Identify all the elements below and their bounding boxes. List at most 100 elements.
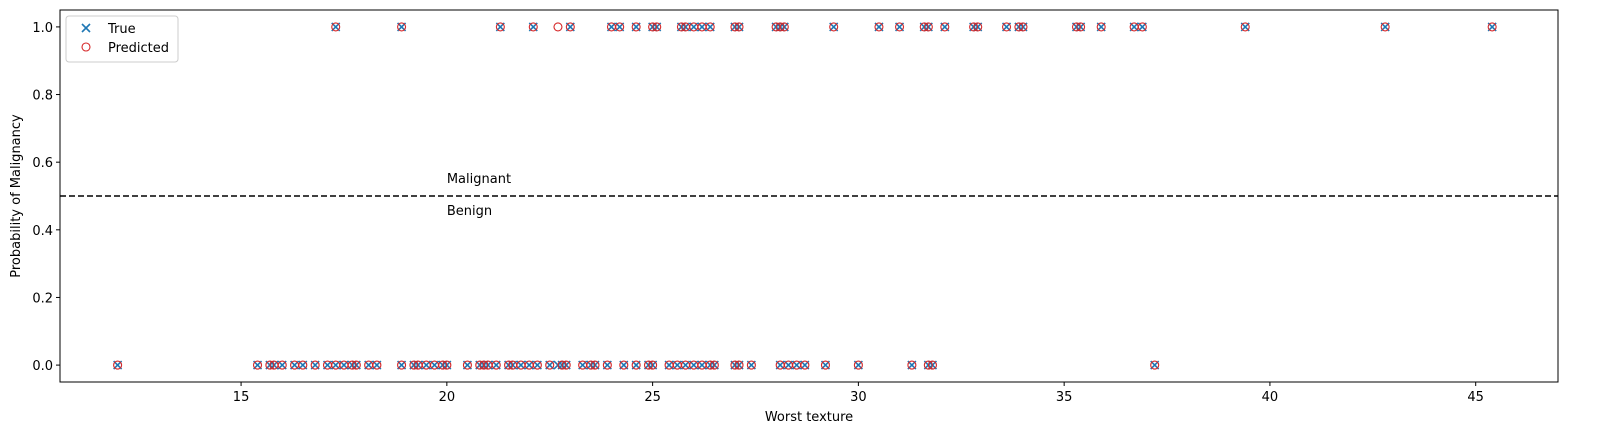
- predicted-point: [602, 360, 612, 370]
- predicted-point: [619, 360, 629, 370]
- x-axis-label: Worst texture: [765, 410, 853, 425]
- annotation-benign: Benign: [447, 204, 492, 219]
- predicted-point: [553, 22, 563, 32]
- predicted-point: [734, 22, 744, 32]
- predicted-point: [252, 360, 263, 370]
- predicted-point: [557, 360, 567, 370]
- predicted-point: [545, 360, 555, 370]
- predicted-point: [894, 22, 905, 32]
- predicted-point: [1150, 360, 1160, 370]
- predicted-point: [1076, 22, 1086, 32]
- predicted-point: [397, 22, 407, 32]
- legend-box: [65, 15, 179, 63]
- predicted-point: [746, 360, 756, 370]
- x-tick-label: 40: [1262, 390, 1279, 405]
- predicted-point: [1001, 22, 1012, 32]
- predicted-point: [874, 22, 884, 32]
- predicted-point: [1014, 22, 1024, 32]
- predicted-point: [927, 360, 938, 370]
- legend: True Predicted: [65, 15, 179, 63]
- predicted-point: [907, 360, 917, 370]
- predicted-point: [310, 360, 320, 370]
- predicted-point: [495, 22, 505, 32]
- legend-label-true: True: [107, 22, 136, 37]
- predicted-point: [973, 22, 983, 32]
- predicted-point: [919, 22, 929, 32]
- predicted-point: [491, 360, 501, 370]
- predicted-point: [734, 360, 744, 370]
- predicted-point: [351, 360, 361, 370]
- predicted-point: [643, 360, 654, 370]
- predicted-point: [409, 360, 419, 370]
- predicted-point: [820, 360, 831, 370]
- predicted-point: [1096, 22, 1106, 32]
- predicted-point: [615, 22, 625, 32]
- predicted-point: [331, 22, 341, 32]
- predicted-point: [265, 360, 275, 370]
- predicted-point: [479, 360, 489, 370]
- predicted-point: [1018, 22, 1028, 32]
- predicted-point: [676, 22, 686, 32]
- y-tick-label: 0.2: [32, 291, 53, 306]
- predicted-point: [1380, 22, 1390, 32]
- x-tick-label: 30: [850, 390, 867, 405]
- y-axis-label: Probability of Malignancy: [9, 114, 24, 278]
- y-tick-label: 0.6: [32, 156, 53, 171]
- predicted-point: [829, 22, 839, 32]
- predicted-point: [923, 360, 933, 370]
- predicted-point: [652, 22, 662, 32]
- predicted-point: [1487, 22, 1497, 32]
- predicted-point: [631, 22, 641, 32]
- predicted-point: [1137, 22, 1147, 32]
- predicted-point: [648, 360, 658, 370]
- legend-label-predicted: Predicted: [108, 41, 169, 56]
- x-tick-label: 20: [439, 390, 456, 405]
- x-tick-label: 15: [233, 390, 250, 405]
- predicted-point: [1240, 22, 1250, 32]
- predicted-point: [709, 360, 719, 370]
- legend-marker-true: [81, 23, 91, 33]
- predicted-point: [528, 22, 538, 32]
- data-points: [113, 22, 1497, 370]
- predicted-point: [940, 22, 950, 32]
- predicted-point: [565, 22, 575, 32]
- x-tick-label: 25: [644, 390, 661, 405]
- y-tick-label: 0.8: [32, 89, 53, 104]
- y-tick-label: 1.0: [32, 21, 53, 36]
- predicted-point: [1071, 22, 1082, 32]
- x-tick-label: 45: [1467, 390, 1484, 405]
- predicted-point: [590, 360, 600, 370]
- predicted-point: [347, 360, 357, 370]
- predicted-point: [969, 22, 979, 32]
- predicted-point: [462, 360, 472, 370]
- predicted-point: [397, 360, 407, 370]
- predicted-point: [853, 360, 863, 370]
- predicted-point: [779, 22, 789, 32]
- predicted-point: [372, 360, 382, 370]
- predicted-point: [705, 360, 715, 370]
- predicted-point: [775, 22, 785, 32]
- predicted-point: [532, 360, 542, 370]
- predicted-point: [277, 360, 287, 370]
- plot-area: [59, 9, 1559, 383]
- y-tick-label: 0.4: [32, 224, 53, 239]
- predicted-point: [730, 360, 740, 370]
- predicted-point: [298, 360, 308, 370]
- x-tick-label: 35: [1056, 390, 1073, 405]
- y-tick-label: 0.0: [32, 359, 53, 374]
- predicted-point: [648, 22, 658, 32]
- predicted-point: [705, 22, 715, 32]
- predicted-point: [730, 22, 740, 32]
- predicted-point: [113, 360, 123, 370]
- predicted-point: [631, 360, 641, 370]
- axis-ticks: 15 20 25 30 35 40 45 0.0 0.2 0.4 0.6 0.8 1.0: [32, 21, 1484, 405]
- predicted-point: [800, 360, 810, 370]
- predicted-point: [438, 360, 448, 370]
- legend-marker-predicted: [81, 42, 91, 52]
- predicted-point: [442, 360, 452, 370]
- predicted-point: [504, 360, 514, 370]
- predicted-point: [561, 360, 571, 370]
- annotation-malignant: Malignant: [447, 172, 511, 187]
